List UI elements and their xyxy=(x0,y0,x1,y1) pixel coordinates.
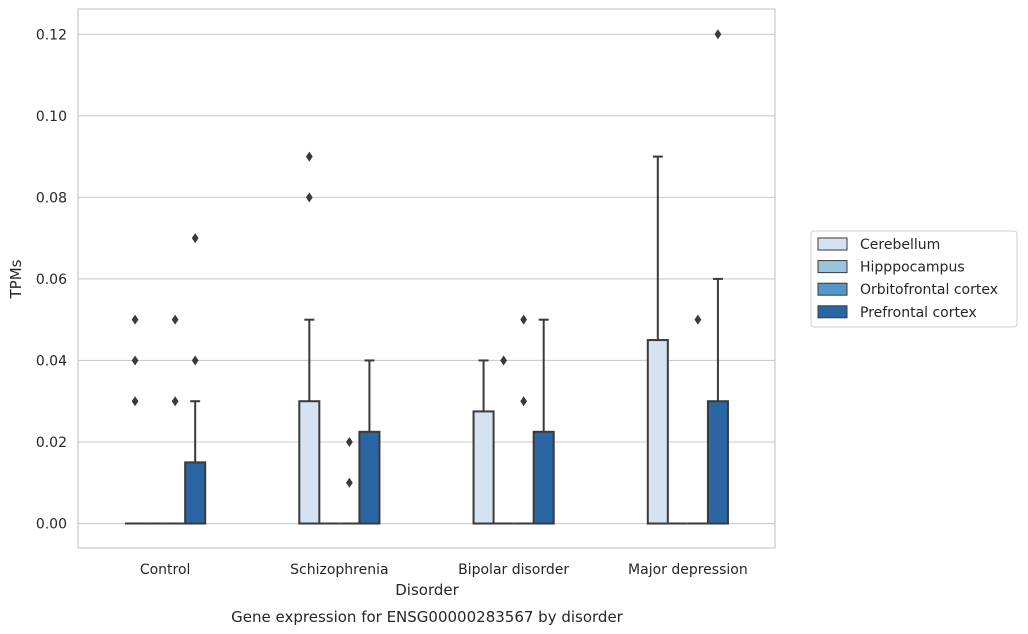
legend: Cerebellum Hipppocampus Orbitofrontal cort… xyxy=(810,230,1018,328)
outlier-point xyxy=(191,233,199,244)
y-axis-label: TPMs xyxy=(7,259,25,299)
legend-swatch xyxy=(817,237,848,251)
box-body xyxy=(358,430,381,525)
y-tick-label: 0.12 xyxy=(36,27,67,43)
box-body xyxy=(706,400,729,525)
box-cerebellum xyxy=(472,359,495,525)
x-tick-label: Control xyxy=(140,562,191,578)
x-tick-label: Major depression xyxy=(628,562,748,578)
outlier-point xyxy=(305,192,313,203)
outlier-point xyxy=(345,477,353,488)
box-body xyxy=(184,461,207,525)
outlier-point xyxy=(131,355,139,366)
box-body xyxy=(472,410,495,525)
grid-lines xyxy=(78,33,775,525)
outlier-point xyxy=(500,355,508,366)
x-tick-label: Schizophrenia xyxy=(290,562,388,578)
box-body xyxy=(532,430,555,525)
legend-label: Orbitofrontal cortex xyxy=(860,282,998,298)
y-tick-label: 0.08 xyxy=(36,190,67,206)
legend-label: Cerebellum xyxy=(860,237,940,253)
plot-frame xyxy=(77,8,776,549)
box-cerebellum xyxy=(125,314,146,525)
box-orbitofrontal-cortex xyxy=(687,314,708,525)
outlier-point xyxy=(171,396,179,407)
outlier-point xyxy=(520,314,528,325)
box-orbitofrontal-cortex xyxy=(339,436,360,525)
box-prefrontal-cortex xyxy=(706,29,729,525)
outlier-point xyxy=(305,151,313,162)
legend-swatch xyxy=(817,282,848,296)
outlier-point xyxy=(694,314,702,325)
outlier-point xyxy=(131,396,139,407)
box-body xyxy=(298,400,321,525)
box-orbitofrontal-cortex xyxy=(513,314,534,525)
box-prefrontal-cortex xyxy=(532,318,555,525)
y-tick-labels: 0.00 0.02 0.04 0.06 0.08 0.10 0.12 xyxy=(36,27,67,532)
y-tick-label: 0.04 xyxy=(36,353,67,369)
y-tick-label: 0.06 xyxy=(36,272,67,288)
y-tick-label: 0.00 xyxy=(36,517,67,533)
chart-caption: Gene expression for ENSG00000283567 by d… xyxy=(231,608,624,626)
legend-label: Hipppocampus xyxy=(860,260,965,276)
legend-swatch xyxy=(817,305,848,319)
legend-swatch xyxy=(817,260,848,274)
outlier-point xyxy=(191,355,199,366)
outlier-point xyxy=(520,396,528,407)
box-cerebellum xyxy=(298,151,321,525)
box-layer xyxy=(125,29,729,525)
box-hipppocampus xyxy=(493,355,514,525)
box-prefrontal-cortex xyxy=(358,359,381,525)
legend-frame xyxy=(810,230,1018,328)
outlier-point xyxy=(345,436,353,447)
y-tick-label: 0.10 xyxy=(36,109,67,125)
x-axis-label: Disorder xyxy=(395,581,459,599)
x-tick-label: Bipolar disorder xyxy=(458,562,569,578)
outlier-point xyxy=(131,314,139,325)
box-prefrontal-cortex xyxy=(184,233,207,525)
box-cerebellum xyxy=(646,155,669,525)
y-tick-label: 0.02 xyxy=(36,435,67,451)
legend-label: Prefrontal cortex xyxy=(860,305,977,321)
box-orbitofrontal-cortex xyxy=(165,314,186,525)
box-body xyxy=(646,339,669,525)
x-tick-labels: Control Schizophrenia Bipolar disorder Majo… xyxy=(140,562,748,578)
outlier-point xyxy=(171,314,179,325)
outlier-point xyxy=(714,29,722,40)
